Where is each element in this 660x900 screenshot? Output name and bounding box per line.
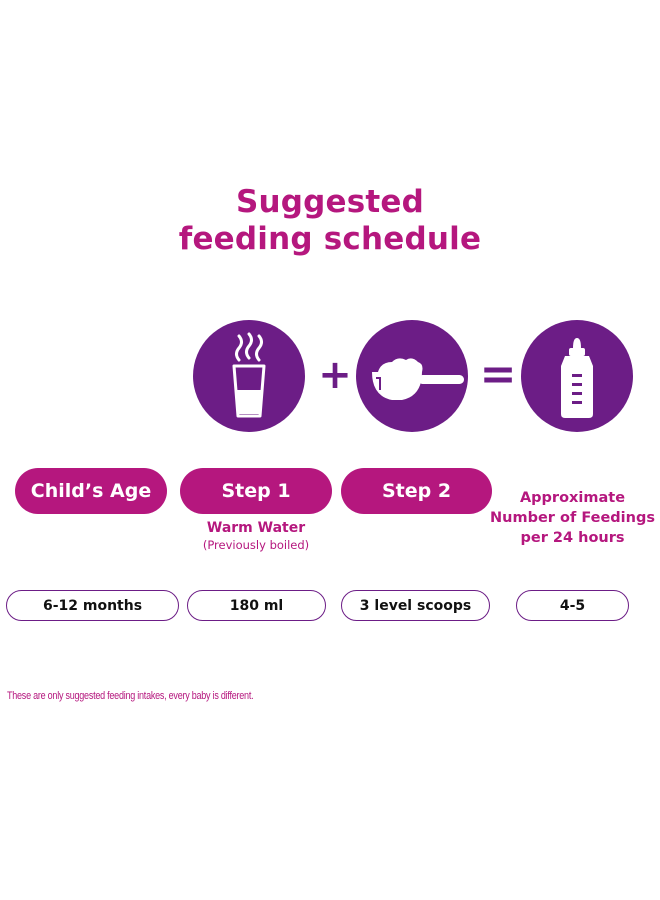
title-line-1: Suggested bbox=[235, 184, 425, 220]
baby-bottle-circle bbox=[521, 320, 633, 432]
equals-sign: = bbox=[479, 349, 517, 400]
childs-age-header: Child’s Age bbox=[15, 468, 167, 514]
age-value: 6-12 months bbox=[6, 590, 179, 621]
feedings-header-line-2: Number of Feedings bbox=[490, 510, 655, 526]
footnote: These are only suggested feeding intakes… bbox=[7, 690, 254, 702]
plus-sign: + bbox=[318, 352, 352, 398]
water-value: 180 ml bbox=[187, 590, 326, 621]
warm-water-glass-icon bbox=[232, 332, 266, 418]
feedings-header: Approximate Number of Feedings per 24 ho… bbox=[490, 488, 655, 548]
formula-scoop-icon bbox=[372, 358, 464, 400]
feedings-header-line-1: Approximate bbox=[519, 490, 626, 506]
warm-water-label: Warm Water bbox=[206, 520, 306, 536]
step-2-header: Step 2 bbox=[341, 468, 492, 514]
title-line-2: feeding schedule bbox=[178, 221, 482, 257]
warm-water-circle bbox=[193, 320, 305, 432]
baby-bottle-icon bbox=[561, 338, 593, 418]
step-1-header: Step 1 bbox=[180, 468, 332, 514]
formula-scoop-circle bbox=[356, 320, 468, 432]
scoops-value: 3 level scoops bbox=[341, 590, 490, 621]
previously-boiled-note: (Previously boiled) bbox=[202, 538, 310, 552]
feedings-value: 4-5 bbox=[516, 590, 629, 621]
feedings-header-line-3: per 24 hours bbox=[520, 530, 625, 546]
